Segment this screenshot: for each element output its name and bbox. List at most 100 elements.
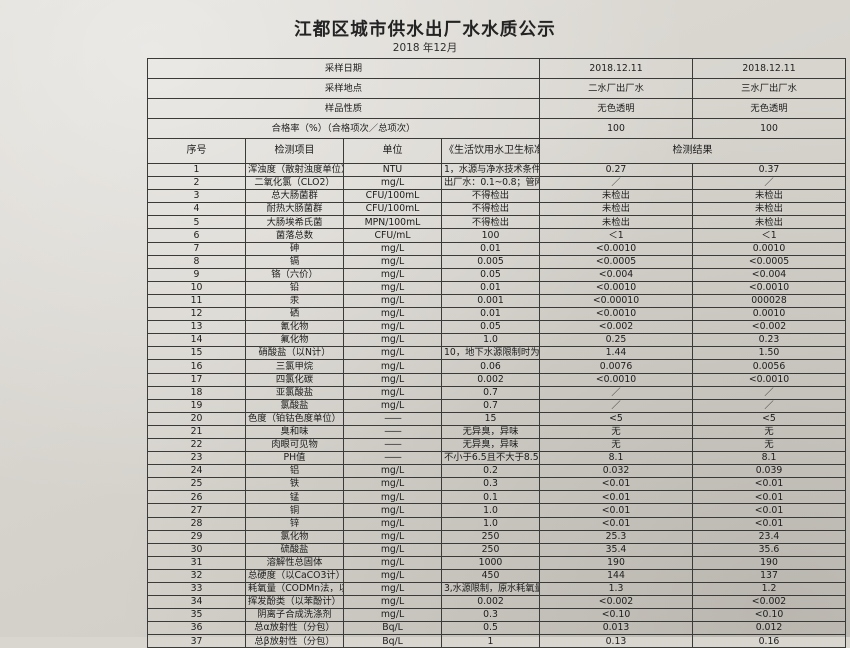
row-result-plant2: <0.01 (539, 490, 693, 505)
row-standard-limit: 3,水源限制，原水耗氧量>6mg/L时为5 (441, 581, 540, 597)
row-result-plant3: 无 (692, 437, 846, 453)
row-result-plant3: 0.0010 (692, 241, 846, 256)
row-result-plant3: <0.002 (692, 320, 846, 335)
summary-row: 采样地点 二水厂出厂水 三水厂出厂水 (147, 78, 846, 99)
row-standard-limit: 0.01 (441, 241, 540, 256)
row-unit: mg/L (343, 581, 442, 597)
row-result-plant2: ／ (539, 398, 693, 413)
row-result-plant3: <0.002 (692, 595, 846, 610)
row-item-name: 铬（六价） (245, 267, 344, 282)
row-unit: mg/L (343, 307, 442, 322)
row-result-plant3: 0.37 (692, 162, 846, 178)
row-unit: —— (343, 451, 442, 466)
row-result-plant3: 0.012 (692, 621, 846, 636)
row-result-plant3: <0.10 (692, 608, 846, 623)
row-unit: mg/L (343, 490, 442, 505)
summary-value-plant3: 无色透明 (692, 98, 846, 119)
row-result-plant3: 无 (692, 424, 846, 439)
row-item-name: 溶解性总固体 (245, 555, 344, 570)
row-item-name: 总α放射性（分包） (245, 621, 344, 636)
table-row: 7 砷 mg/L 0.01 <0.0010 0.0010 (147, 241, 846, 256)
row-item-name: 大肠埃希氏菌 (245, 215, 344, 230)
row-result-plant3: <0.0010 (692, 372, 846, 387)
summary-row: 采样日期 2018.12.11 2018.12.11 (147, 58, 846, 79)
row-standard-limit: 0.7 (441, 398, 540, 413)
row-result-plant3: 0.0056 (692, 359, 846, 374)
row-unit: mg/L (343, 359, 442, 374)
summary-row: 样品性质 无色透明 无色透明 (147, 98, 846, 119)
row-unit: CFU/100mL (343, 189, 442, 204)
row-number: 34 (147, 595, 246, 610)
row-result-plant3: <0.0005 (692, 254, 846, 269)
row-unit: mg/L (343, 280, 442, 295)
row-standard-limit: 100 (441, 228, 540, 243)
row-standard-limit: 不小于6.5且不大于8.5 (441, 451, 540, 466)
row-result-plant3: 8.1 (692, 451, 846, 466)
summary-value-plant2: 无色透明 (539, 98, 693, 119)
row-number: 12 (147, 307, 246, 322)
row-item-name: 四氯化碳 (245, 372, 344, 387)
row-item-name: 总大肠菌群 (245, 189, 344, 204)
row-result-plant3: ／ (692, 398, 846, 413)
row-result-plant3: <0.0010 (692, 280, 846, 295)
row-item-name: 阴离子合成洗涤剂 (245, 608, 344, 623)
row-result-plant3: <5 (692, 411, 846, 426)
table-row: 3 总大肠菌群 CFU/100mL 不得检出 未检出 未检出 (147, 189, 846, 204)
row-item-name: PH值 (245, 451, 344, 466)
row-number: 7 (147, 241, 246, 256)
row-number: 22 (147, 437, 246, 453)
row-result-plant3: 未检出 (692, 189, 846, 204)
row-standard-limit: 250 (441, 542, 540, 557)
row-item-name: 氯酸盐 (245, 398, 344, 413)
row-result-plant3: 23.4 (692, 529, 846, 544)
row-standard-limit: 450 (441, 568, 540, 584)
row-standard-limit: 无异臭，异味 (441, 424, 540, 439)
row-result-plant2: 0.27 (539, 162, 693, 178)
row-number: 3 (147, 189, 246, 204)
table-row: 14 氟化物 mg/L 1.0 0.25 0.23 (147, 333, 846, 348)
row-number: 27 (147, 503, 246, 518)
row-result-plant2: <0.0010 (539, 372, 693, 387)
row-standard-limit: 不得检出 (441, 202, 540, 217)
row-standard-limit: 1.0 (441, 516, 540, 531)
row-result-plant2: 无 (539, 424, 693, 439)
row-result-plant2: 无 (539, 437, 693, 453)
table-row: 6 菌落总数 CFU/mL 100 ＜1 ＜1 (147, 228, 846, 243)
row-item-name: 亚氯酸盐 (245, 385, 344, 400)
row-result-plant2: 1.3 (539, 581, 693, 597)
row-result-plant2: 25.3 (539, 529, 693, 544)
row-number: 36 (147, 621, 246, 636)
row-standard-limit: 0.002 (441, 595, 540, 610)
row-number: 30 (147, 542, 246, 557)
row-item-name: 铜 (245, 503, 344, 518)
table-row: 9 铬（六价） mg/L 0.05 <0.004 <0.004 (147, 267, 846, 282)
row-result-plant2: 未检出 (539, 202, 693, 217)
row-result-plant2: 未检出 (539, 189, 693, 204)
row-unit: mg/L (343, 398, 442, 413)
table-row: 26 锰 mg/L 0.1 <0.01 <0.01 (147, 490, 846, 505)
row-number: 26 (147, 490, 246, 505)
row-standard-limit: 0.06 (441, 359, 540, 374)
row-standard-limit: 15 (441, 411, 540, 426)
row-number: 18 (147, 385, 246, 400)
column-header-item: 检测项目 (245, 138, 344, 164)
row-result-plant2: <0.004 (539, 267, 693, 282)
table-row: 27 铜 mg/L 1.0 <0.01 <0.01 (147, 503, 846, 518)
summary-label: 样品性质 (147, 98, 540, 119)
row-number: 28 (147, 516, 246, 531)
row-standard-limit: 不得检出 (441, 215, 540, 230)
row-unit: mg/L (343, 555, 442, 570)
row-standard-limit: 10，地下水源限制时为20 (441, 346, 540, 361)
row-standard-limit: 0.01 (441, 307, 540, 322)
row-unit: mg/L (343, 464, 442, 479)
row-item-name: 臭和味 (245, 424, 344, 439)
row-result-plant2: <0.0010 (539, 280, 693, 295)
row-item-name: 铝 (245, 464, 344, 479)
row-result-plant3: 000028 (692, 293, 846, 309)
row-standard-limit: 0.05 (441, 320, 540, 335)
column-header-standard: 《生活饮用水卫生标准》 GB5749 (441, 138, 540, 164)
row-item-name: 镉 (245, 254, 344, 269)
column-header-unit: 单位 (343, 138, 442, 164)
row-number: 1 (147, 162, 246, 178)
row-unit: mg/L (343, 568, 442, 584)
